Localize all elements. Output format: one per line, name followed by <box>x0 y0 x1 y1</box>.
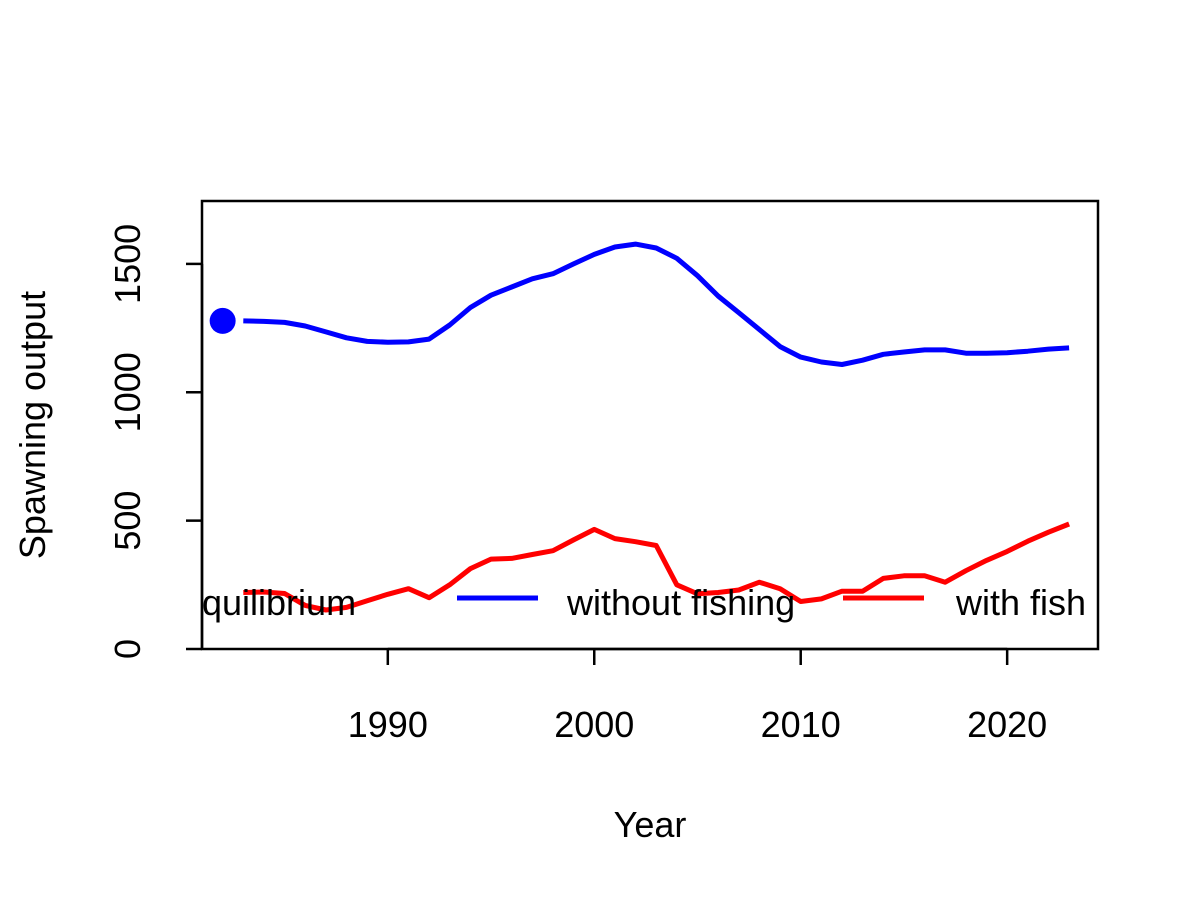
points-group <box>209 307 236 334</box>
y-tick-label: 1500 <box>107 224 148 304</box>
point-equilibrium <box>209 307 236 334</box>
x-tick-label: 2010 <box>761 704 841 745</box>
series-group <box>243 241 1071 613</box>
series-line-without-fishing <box>243 241 1070 367</box>
x-tick-label: 2000 <box>554 704 634 745</box>
y-tick-label: 1000 <box>107 352 148 432</box>
x-tick-label: 2020 <box>967 704 1047 745</box>
x-tick-label: 1990 <box>348 704 428 745</box>
y-tick-label: 0 <box>107 639 148 659</box>
y-axis-label: Spawning output <box>12 291 53 559</box>
series-line-with-fishing <box>243 521 1071 613</box>
legend-label: with fish <box>955 582 1086 623</box>
x-axis-label: Year <box>614 804 687 845</box>
y-tick-label: 500 <box>107 491 148 551</box>
axes: 1990 2000 2010 2020 0 500 1000 1500 <box>107 224 1047 745</box>
legend: quilibrium without fishing with fish <box>202 582 1086 623</box>
legend-label: quilibrium <box>202 582 356 623</box>
legend-label: without fishing <box>566 582 795 623</box>
